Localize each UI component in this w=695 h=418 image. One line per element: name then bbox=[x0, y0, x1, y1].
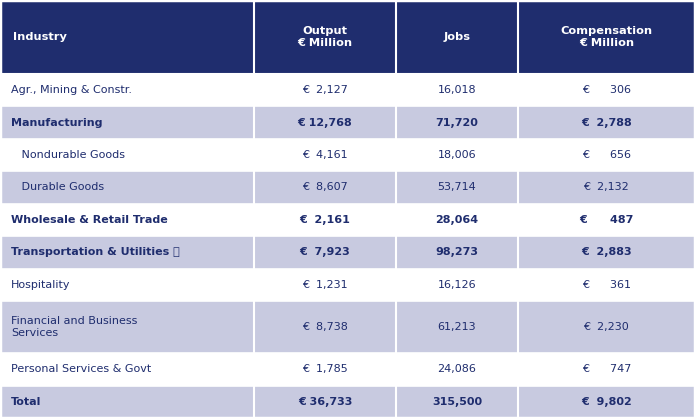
Text: 24,086: 24,086 bbox=[438, 364, 476, 374]
Text: €  7,923: € 7,923 bbox=[300, 247, 350, 257]
Text: €      656: € 656 bbox=[582, 150, 631, 160]
Bar bbox=[254, 385, 396, 418]
Bar bbox=[254, 269, 396, 301]
Text: €  2,161: € 2,161 bbox=[300, 215, 350, 225]
Bar bbox=[0, 269, 254, 301]
Bar bbox=[518, 171, 695, 204]
Bar bbox=[518, 139, 695, 171]
Bar bbox=[0, 0, 254, 74]
Bar bbox=[0, 204, 254, 236]
Bar bbox=[396, 385, 518, 418]
Bar bbox=[396, 236, 518, 269]
Text: €  9,802: € 9,802 bbox=[581, 397, 632, 407]
Text: Manufacturing: Manufacturing bbox=[11, 117, 103, 127]
Bar bbox=[396, 301, 518, 353]
Bar bbox=[518, 385, 695, 418]
Text: Personal Services & Govt: Personal Services & Govt bbox=[11, 364, 152, 374]
Bar bbox=[254, 171, 396, 204]
Text: Durable Goods: Durable Goods bbox=[11, 183, 104, 192]
Bar bbox=[518, 236, 695, 269]
Text: Output
€ Million: Output € Million bbox=[297, 26, 352, 48]
Bar bbox=[396, 171, 518, 204]
Text: 98,273: 98,273 bbox=[436, 247, 478, 257]
Bar bbox=[0, 139, 254, 171]
Bar bbox=[396, 353, 518, 385]
Bar bbox=[0, 353, 254, 385]
Bar bbox=[0, 301, 254, 353]
Text: Wholesale & Retail Trade: Wholesale & Retail Trade bbox=[11, 215, 168, 225]
Bar bbox=[254, 204, 396, 236]
Text: Jobs: Jobs bbox=[443, 32, 471, 42]
Text: €  2,883: € 2,883 bbox=[581, 247, 632, 257]
Bar bbox=[396, 0, 518, 74]
Text: Compensation
€ Million: Compensation € Million bbox=[560, 26, 653, 48]
Bar bbox=[254, 353, 396, 385]
Bar bbox=[518, 353, 695, 385]
Text: €  2,788: € 2,788 bbox=[581, 117, 632, 127]
Bar bbox=[0, 74, 254, 106]
Bar bbox=[518, 106, 695, 139]
Bar bbox=[0, 385, 254, 418]
Bar bbox=[254, 106, 396, 139]
Bar bbox=[254, 0, 396, 74]
Bar bbox=[0, 236, 254, 269]
Text: Industry: Industry bbox=[13, 32, 67, 42]
Text: €  2,230: € 2,230 bbox=[584, 322, 629, 332]
Text: Transportation & Utilities ⓘ: Transportation & Utilities ⓘ bbox=[11, 247, 180, 257]
Text: €      361: € 361 bbox=[582, 280, 631, 290]
Text: €      747: € 747 bbox=[582, 364, 631, 374]
Text: 28,064: 28,064 bbox=[435, 215, 479, 225]
Bar bbox=[518, 204, 695, 236]
Bar bbox=[0, 106, 254, 139]
Text: €      487: € 487 bbox=[579, 215, 634, 225]
Text: €  4,161: € 4,161 bbox=[302, 150, 348, 160]
Text: 16,018: 16,018 bbox=[438, 85, 476, 95]
Bar bbox=[396, 106, 518, 139]
Text: 315,500: 315,500 bbox=[432, 397, 482, 407]
Text: Nondurable Goods: Nondurable Goods bbox=[11, 150, 125, 160]
Text: €  2,132: € 2,132 bbox=[584, 183, 629, 192]
Text: € 12,768: € 12,768 bbox=[297, 117, 352, 127]
Bar bbox=[254, 236, 396, 269]
Text: €  8,607: € 8,607 bbox=[302, 183, 348, 192]
Bar bbox=[396, 74, 518, 106]
Bar bbox=[518, 269, 695, 301]
Text: Financial and Business
Services: Financial and Business Services bbox=[11, 316, 138, 338]
Text: 71,720: 71,720 bbox=[436, 117, 478, 127]
Bar bbox=[396, 204, 518, 236]
Bar bbox=[0, 171, 254, 204]
Text: €  1,231: € 1,231 bbox=[302, 280, 348, 290]
Text: 61,213: 61,213 bbox=[438, 322, 476, 332]
Bar bbox=[518, 0, 695, 74]
Text: 18,006: 18,006 bbox=[438, 150, 476, 160]
Text: €  1,785: € 1,785 bbox=[302, 364, 348, 374]
Text: € 36,733: € 36,733 bbox=[297, 397, 352, 407]
Bar bbox=[396, 269, 518, 301]
Bar bbox=[254, 301, 396, 353]
Text: €      306: € 306 bbox=[582, 85, 631, 95]
Bar bbox=[254, 139, 396, 171]
Bar bbox=[254, 74, 396, 106]
Text: 16,126: 16,126 bbox=[438, 280, 476, 290]
Text: Agr., Mining & Constr.: Agr., Mining & Constr. bbox=[11, 85, 132, 95]
Bar bbox=[396, 139, 518, 171]
Bar bbox=[518, 74, 695, 106]
Text: Hospitality: Hospitality bbox=[11, 280, 71, 290]
Text: Total: Total bbox=[11, 397, 42, 407]
Bar bbox=[518, 301, 695, 353]
Text: 53,714: 53,714 bbox=[438, 183, 476, 192]
Text: €  8,738: € 8,738 bbox=[302, 322, 348, 332]
Text: €  2,127: € 2,127 bbox=[302, 85, 348, 95]
